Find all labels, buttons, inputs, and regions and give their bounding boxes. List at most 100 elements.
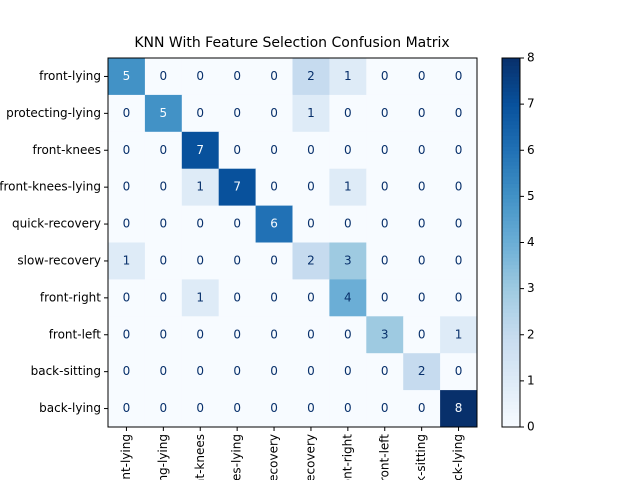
heatmap-cell xyxy=(218,131,257,170)
heatmap-cell xyxy=(108,316,146,354)
colorbar-strip xyxy=(502,120,520,125)
colorbar-strip xyxy=(502,135,520,140)
cell-label: 0 xyxy=(123,401,131,415)
heatmap-cell xyxy=(255,58,293,96)
heatmap-cell xyxy=(181,353,220,391)
heatmap-cell xyxy=(144,390,183,428)
colorbar-strip xyxy=(502,246,520,251)
heatmap-cell xyxy=(181,390,220,428)
cell-label: 0 xyxy=(307,290,315,304)
colorbar-strip xyxy=(502,412,520,417)
y-tick-label: front-knees-lying xyxy=(0,180,101,194)
cell-label: 0 xyxy=(160,217,168,231)
cell-label: 5 xyxy=(123,69,131,83)
colorbar-strip xyxy=(502,286,520,291)
colorbar-strip xyxy=(502,87,520,92)
colorbar-strip xyxy=(502,176,520,181)
y-tick-label: front-lying xyxy=(39,69,101,83)
colorbar-strip xyxy=(502,249,520,255)
colorbar-strip xyxy=(502,161,520,166)
heatmap-cell xyxy=(144,94,183,133)
colorbar-strip xyxy=(502,172,520,177)
heatmap-cell xyxy=(329,316,367,354)
cell-label: 0 xyxy=(344,143,352,157)
heatmap-cell xyxy=(255,390,293,428)
x-tick-label: protecting-lying xyxy=(156,434,170,480)
colorbar-tick-label: 3 xyxy=(527,281,535,295)
colorbar-strip xyxy=(502,65,520,70)
colorbar-tick-label: 1 xyxy=(527,373,535,387)
heatmap-cell xyxy=(403,242,441,280)
colorbar-strip xyxy=(502,397,520,402)
heatmap-cell xyxy=(292,58,330,96)
y-tick-label: slow-recovery xyxy=(17,253,101,267)
colorbar-strip xyxy=(502,117,520,122)
heatmap-cell xyxy=(144,131,183,170)
colorbar-strip xyxy=(502,331,520,336)
colorbar-strip xyxy=(502,334,520,339)
heatmap-cell xyxy=(255,94,293,133)
heatmap-cell xyxy=(144,316,183,354)
heatmap-cell xyxy=(440,390,478,428)
cell-label: 0 xyxy=(233,106,241,120)
heatmap-cell xyxy=(440,168,478,207)
heatmap-cell xyxy=(366,242,404,280)
heatmap-cell xyxy=(255,131,293,170)
cell-label: 0 xyxy=(418,180,426,194)
x-tick-label: front-lying xyxy=(119,434,133,480)
heatmap-cell xyxy=(218,279,257,317)
cell-label: 0 xyxy=(270,69,278,83)
colorbar-tick-label: 4 xyxy=(527,235,535,249)
cell-label: 1 xyxy=(123,253,131,267)
cell-label: 0 xyxy=(307,327,315,341)
cell-label: 0 xyxy=(196,253,204,267)
chart-title: KNN With Feature Selection Confusion Mat… xyxy=(134,35,449,51)
cell-label: 0 xyxy=(381,106,389,120)
cell-label: 0 xyxy=(270,327,278,341)
colorbar-strip xyxy=(502,98,520,103)
cell-label: 0 xyxy=(455,69,463,83)
y-tick-label: back-sitting xyxy=(31,364,101,378)
cell-label: 0 xyxy=(196,217,204,231)
colorbar-strip xyxy=(502,220,520,225)
heatmap-cell xyxy=(329,94,367,133)
colorbar-tick-label: 6 xyxy=(527,143,535,157)
x-tick-label: front-right xyxy=(340,434,354,480)
heatmap-cell xyxy=(403,316,441,354)
cell-label: 1 xyxy=(196,290,204,304)
heatmap-cell xyxy=(329,58,367,96)
colorbar-strip xyxy=(502,83,520,89)
cell-label: 0 xyxy=(418,106,426,120)
cell-label: 0 xyxy=(344,217,352,231)
colorbar-strip xyxy=(502,382,520,387)
cell-label: 0 xyxy=(233,217,241,231)
cell-label: 0 xyxy=(381,69,389,83)
cell-label: 0 xyxy=(233,69,241,83)
colorbar-strip xyxy=(502,375,520,380)
heatmap-cell xyxy=(255,316,293,354)
cell-label: 0 xyxy=(196,401,204,415)
heatmap-cell xyxy=(144,242,183,280)
cell-label: 0 xyxy=(418,143,426,157)
colorbar-strip xyxy=(502,360,520,365)
colorbar-strip xyxy=(502,94,520,100)
colorbar-strip xyxy=(502,198,520,203)
heatmap-cell xyxy=(403,353,441,391)
colorbar-strip xyxy=(502,253,520,258)
heatmap-cell xyxy=(181,94,220,133)
cell-label: 1 xyxy=(455,327,463,341)
colorbar-strip xyxy=(502,319,520,325)
heatmap-cell xyxy=(144,205,183,243)
colorbar-strip xyxy=(502,279,520,284)
colorbar-strip xyxy=(502,364,520,369)
colorbar-strip xyxy=(502,227,520,232)
cell-label: 0 xyxy=(123,327,131,341)
heatmap-cell xyxy=(255,168,293,207)
colorbar-strip xyxy=(502,242,520,247)
colorbar-strip xyxy=(502,408,520,413)
heatmap-cell xyxy=(366,353,404,391)
heatmap-cell xyxy=(218,242,257,280)
colorbar-strip xyxy=(502,187,520,192)
cell-label: 0 xyxy=(160,290,168,304)
